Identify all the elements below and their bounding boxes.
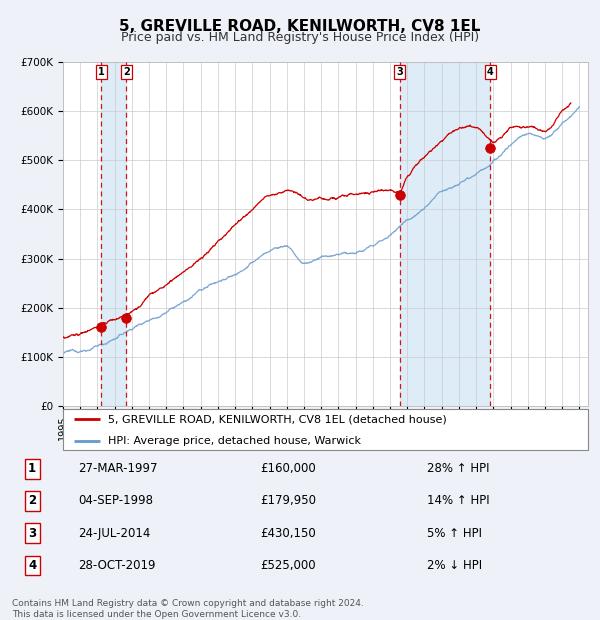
Text: £525,000: £525,000: [260, 559, 316, 572]
Text: 14% ↑ HPI: 14% ↑ HPI: [427, 495, 490, 507]
Text: 2% ↓ HPI: 2% ↓ HPI: [427, 559, 482, 572]
Text: 04-SEP-1998: 04-SEP-1998: [78, 495, 153, 507]
Text: 3: 3: [28, 527, 36, 539]
Text: 28% ↑ HPI: 28% ↑ HPI: [427, 463, 489, 475]
Text: 24-JUL-2014: 24-JUL-2014: [78, 527, 151, 539]
Text: £179,950: £179,950: [260, 495, 316, 507]
Text: 5, GREVILLE ROAD, KENILWORTH, CV8 1EL: 5, GREVILLE ROAD, KENILWORTH, CV8 1EL: [119, 19, 481, 33]
Text: 5% ↑ HPI: 5% ↑ HPI: [427, 527, 482, 539]
Text: 4: 4: [487, 67, 494, 77]
Bar: [101, 62, 126, 406]
Text: 1: 1: [98, 67, 105, 77]
Text: Contains HM Land Registry data © Crown copyright and database right 2024.
This d: Contains HM Land Registry data © Crown c…: [12, 600, 364, 619]
Text: 5, GREVILLE ROAD, KENILWORTH, CV8 1EL (detached house): 5, GREVILLE ROAD, KENILWORTH, CV8 1EL (d…: [107, 414, 446, 424]
Text: 27-MAR-1997: 27-MAR-1997: [78, 463, 158, 475]
Text: Price paid vs. HM Land Registry's House Price Index (HPI): Price paid vs. HM Land Registry's House …: [121, 31, 479, 44]
Text: 2: 2: [28, 495, 36, 507]
Text: £160,000: £160,000: [260, 463, 316, 475]
Text: 4: 4: [28, 559, 36, 572]
Bar: [400, 62, 490, 406]
Text: 2: 2: [123, 67, 130, 77]
Text: 1: 1: [28, 463, 36, 475]
Text: 28-OCT-2019: 28-OCT-2019: [78, 559, 156, 572]
Text: 3: 3: [397, 67, 403, 77]
Text: £430,150: £430,150: [260, 527, 316, 539]
Text: HPI: Average price, detached house, Warwick: HPI: Average price, detached house, Warw…: [107, 436, 361, 446]
FancyBboxPatch shape: [63, 409, 588, 450]
